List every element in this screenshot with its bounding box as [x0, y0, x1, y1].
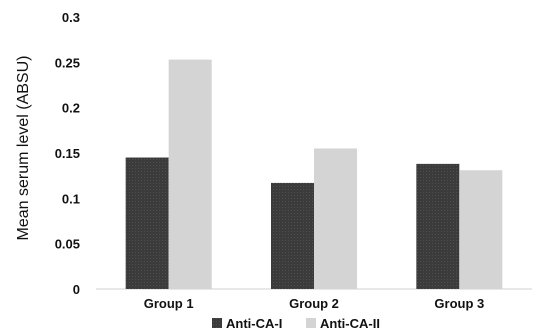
x-category-label: Group 2 [289, 296, 339, 311]
bar-anti-ca-ii-group-2 [314, 148, 357, 289]
bar-anti-ca-i-group-3 [416, 163, 460, 289]
x-category-label: Group 3 [434, 296, 484, 311]
x-category-label: Group 1 [144, 296, 194, 311]
bars [125, 59, 503, 289]
y-axis-ticks: 0 0.05 0.1 0.15 0.2 0.25 0.3 [55, 10, 80, 297]
bar-anti-ca-i-group-2 [271, 182, 314, 289]
legend-label: Anti-CA-II [320, 316, 380, 331]
y-tick-label: 0.1 [62, 191, 80, 206]
y-tick-label: 0.15 [55, 146, 80, 161]
y-tick-label: 0.05 [55, 237, 80, 252]
legend: Anti-CA-I Anti-CA-II [212, 316, 380, 331]
x-axis-category-labels: Group 1 Group 2 Group 3 [144, 296, 485, 311]
legend-label: Anti-CA-I [226, 316, 282, 331]
y-tick-label: 0.3 [62, 10, 80, 25]
legend-swatch [212, 318, 222, 328]
legend-swatch [306, 318, 316, 328]
y-tick-label: 0.2 [62, 101, 80, 116]
y-tick-label: 0.25 [55, 55, 80, 70]
bar-anti-ca-ii-group-1 [168, 59, 212, 289]
y-tick-label: 0 [73, 282, 80, 297]
y-axis-title: Mean serum level (ABSU) [15, 56, 32, 241]
bar-anti-ca-i-group-1 [125, 157, 169, 289]
bar-anti-ca-ii-group-3 [459, 170, 503, 289]
